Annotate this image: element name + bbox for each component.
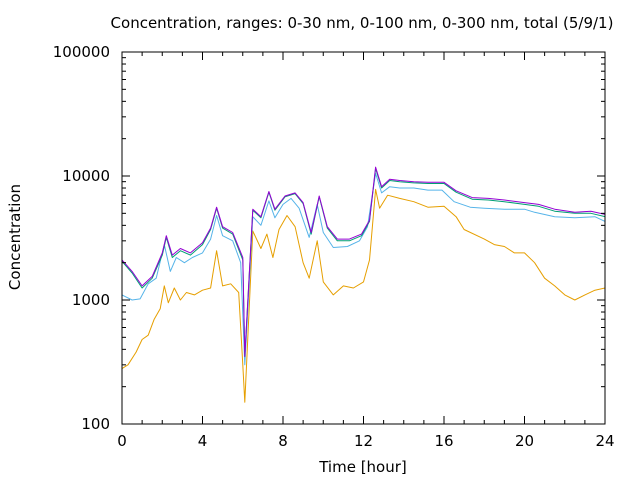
y-tick-label: 100 [81, 415, 110, 433]
y-tick-label: 100000 [53, 43, 110, 61]
series-line-4 [122, 166, 605, 357]
x-axis-label: Time [hour] [318, 458, 407, 476]
chart-title: Concentration, ranges: 0-30 nm, 0-100 nm… [111, 14, 614, 32]
x-tick-label: 20 [515, 432, 534, 450]
x-tick-label: 4 [198, 432, 208, 450]
plot-area [122, 166, 605, 403]
series-line-2 [122, 172, 605, 366]
plot-frame [121, 51, 606, 425]
y-tick-label: 1000 [72, 291, 110, 309]
x-tick-label: 12 [354, 432, 373, 450]
y-tick-label: 10000 [62, 167, 110, 185]
x-tick-label: 8 [278, 432, 288, 450]
series-line-1 [122, 188, 605, 403]
x-tick-label: 24 [595, 432, 614, 450]
axis-ticks: 0 4 8 12 16 20 24 100 1000 10000 100000 [53, 43, 615, 450]
x-tick-label: 0 [117, 432, 127, 450]
y-axis-label: Concentration [6, 184, 24, 290]
series-line-3 [122, 168, 605, 357]
x-tick-label: 16 [434, 432, 453, 450]
